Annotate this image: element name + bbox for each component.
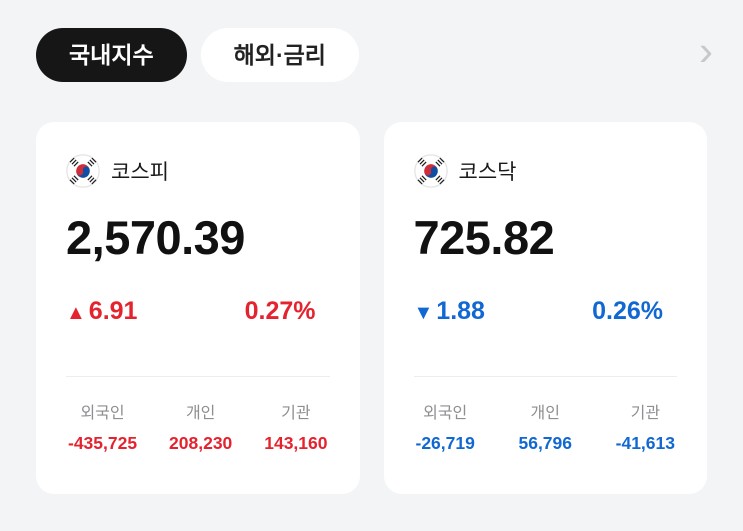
investor-col-foreign: 외국인 -435,725 bbox=[68, 399, 137, 454]
investor-value: -26,719 bbox=[415, 433, 475, 453]
index-name: 코스피 bbox=[111, 161, 169, 184]
investor-label: 외국인 bbox=[423, 405, 468, 422]
index-card-kosdaq[interactable]: 코스닥 725.82 ▼ 1.88 0.26% 외국인 -26,719 개인 56… bbox=[383, 122, 707, 494]
index-change: ▲ 6.91 bbox=[66, 297, 137, 326]
investor-value: 143,160 bbox=[264, 433, 328, 453]
tab-bar: 국내지수 해외·금리 › bbox=[0, 0, 743, 82]
index-header: 코스닥 bbox=[413, 154, 678, 188]
investor-label: 외국인 bbox=[80, 405, 125, 422]
index-header: 코스피 bbox=[66, 154, 330, 188]
investor-label: 기관 bbox=[630, 405, 661, 422]
index-cards: 코스피 2,570.39 ▲ 6.91 0.27% 외국인 -435,725 개인… bbox=[0, 82, 743, 494]
index-name: 코스닥 bbox=[458, 161, 517, 184]
investor-col-institution: 기관 143,160 bbox=[264, 399, 327, 454]
korea-flag-icon bbox=[413, 154, 448, 188]
investor-col-individual: 개인 56,796 bbox=[518, 399, 572, 454]
investor-label: 개인 bbox=[530, 405, 560, 422]
index-price: 2,570.39 bbox=[66, 211, 245, 264]
investor-value: 56,796 bbox=[518, 433, 573, 453]
index-price: 725.82 bbox=[413, 211, 555, 264]
investor-flows: 외국인 -435,725 개인 208,230 기관 143,160 bbox=[66, 399, 330, 454]
down-arrow-icon: ▼ bbox=[413, 302, 434, 324]
tab-overseas-rates[interactable]: 해외·금리 bbox=[200, 28, 359, 82]
korea-flag-icon bbox=[66, 154, 100, 188]
tab-domestic-index[interactable]: 국내지수 bbox=[36, 28, 187, 82]
investor-label: 기관 bbox=[281, 405, 311, 422]
index-change-row: ▼ 1.88 0.26% bbox=[414, 297, 678, 326]
index-card-kospi[interactable]: 코스피 2,570.39 ▲ 6.91 0.27% 외국인 -435,725 개인… bbox=[36, 122, 360, 494]
index-change: ▼ 1.88 bbox=[414, 297, 485, 326]
index-change-row: ▲ 6.91 0.27% bbox=[66, 297, 330, 326]
investor-flows: 외국인 -26,719 개인 56,796 기관 -41,613 bbox=[414, 399, 678, 454]
divider bbox=[413, 376, 677, 377]
change-value: 1.88 bbox=[436, 297, 485, 325]
change-value: 6.91 bbox=[88, 297, 138, 325]
investor-label: 개인 bbox=[185, 405, 216, 422]
investor-col-foreign: 외국인 -26,719 bbox=[416, 399, 475, 454]
index-change-percent: 0.27% bbox=[244, 297, 316, 325]
index-change-percent: 0.26% bbox=[592, 297, 663, 325]
up-arrow-icon: ▲ bbox=[66, 302, 86, 324]
investor-col-institution: 기관 -41,613 bbox=[616, 399, 675, 454]
investor-value: -435,725 bbox=[68, 433, 138, 453]
investor-col-individual: 개인 208,230 bbox=[169, 399, 232, 454]
investor-value: 208,230 bbox=[169, 433, 233, 453]
investor-value: -41,613 bbox=[615, 433, 675, 453]
chevron-right-icon[interactable]: › bbox=[699, 27, 713, 74]
divider bbox=[66, 376, 330, 377]
